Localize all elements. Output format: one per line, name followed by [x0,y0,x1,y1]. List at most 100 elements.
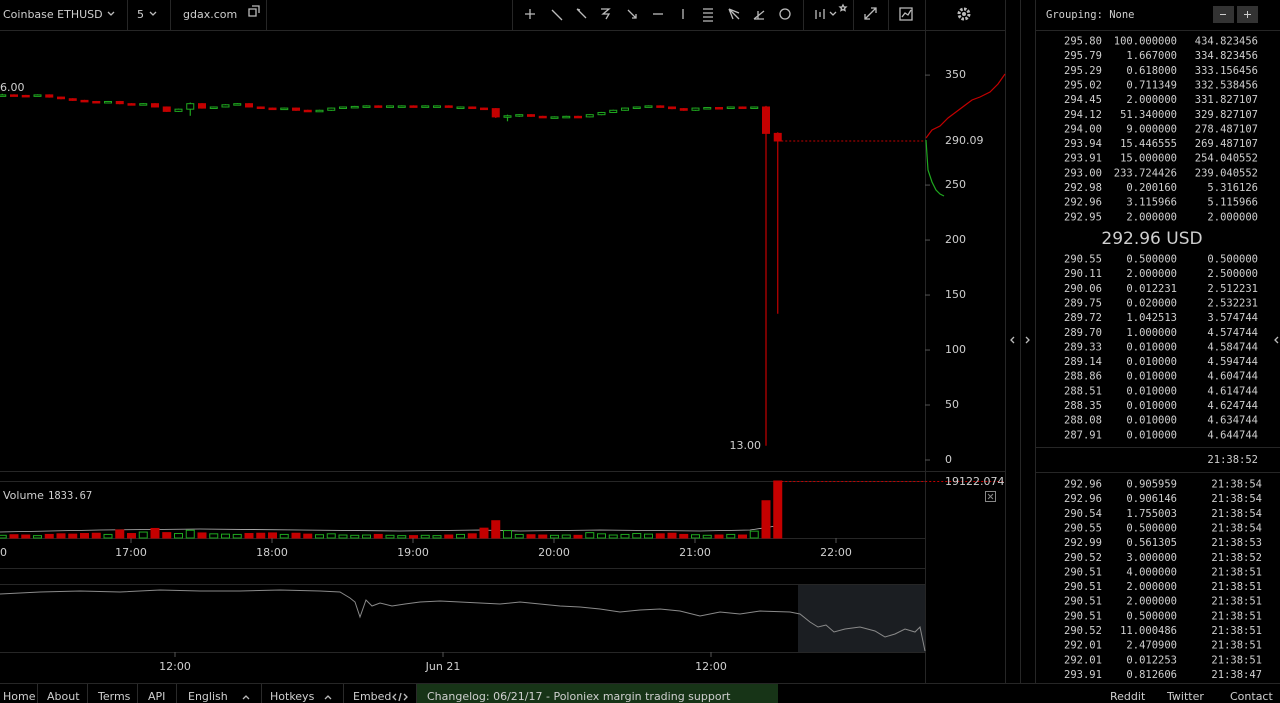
trade-time[interactable]: 21:38:51 [1211,566,1262,578]
trade-amount[interactable]: 0.906146 [1126,493,1177,505]
book-total[interactable]: 4.614744 [1207,385,1258,397]
book-amount[interactable]: 2.000000 [1126,211,1177,223]
zigzag-tool[interactable] [601,8,611,20]
footer-link[interactable]: Hotkeys [270,690,315,703]
book-price[interactable]: 288.86 [1064,371,1102,383]
footer-link[interactable]: English [188,690,228,703]
trade-amount[interactable]: 2.000000 [1126,596,1177,608]
trade-amount[interactable]: 0.812606 [1126,669,1177,681]
fan-tool[interactable] [728,8,740,20]
book-total[interactable]: 2.512231 [1207,283,1258,295]
book-total[interactable]: 4.594744 [1207,356,1258,368]
trade-time[interactable]: 21:38:51 [1211,610,1262,622]
changelog-bg[interactable] [417,684,778,703]
book-total[interactable]: 269.487107 [1195,138,1258,150]
book-amount[interactable]: 2.000000 [1126,268,1177,280]
book-amount[interactable]: 3.115966 [1126,197,1177,209]
fib-tool[interactable] [703,8,713,22]
trade-amount[interactable]: 2.470900 [1126,640,1177,652]
trade-price[interactable]: 290.52 [1064,552,1102,564]
book-price[interactable]: 289.70 [1064,327,1102,339]
trade-price[interactable]: 290.55 [1064,522,1102,534]
book-total[interactable]: 278.487107 [1195,123,1258,135]
book-price[interactable]: 295.79 [1064,50,1102,62]
book-price[interactable]: 289.33 [1064,341,1102,353]
trade-price[interactable]: 290.52 [1064,625,1102,637]
favorite-star[interactable] [838,3,848,12]
book-amount[interactable]: 0.012231 [1126,283,1177,295]
dropdown-caret[interactable] [149,11,157,16]
embed-icon[interactable] [392,692,408,702]
close-volume-x[interactable] [987,493,994,500]
trade-price[interactable]: 292.96 [1064,479,1102,491]
book-price[interactable]: 290.06 [1064,283,1102,295]
circle-tool[interactable] [779,8,791,20]
trade-time[interactable]: 21:38:51 [1211,640,1262,652]
book-total[interactable]: 2.532231 [1207,297,1258,309]
chart-type[interactable] [815,9,837,19]
trade-amount[interactable]: 0.905959 [1126,479,1177,491]
trade-price[interactable]: 290.54 [1064,508,1102,520]
trade-time[interactable]: 21:38:54 [1211,479,1262,491]
trade-amount[interactable]: 0.561305 [1126,537,1177,549]
trade-price[interactable]: 292.96 [1064,493,1102,505]
navigator-selection[interactable] [798,585,925,652]
book-amount[interactable]: 0.010000 [1126,341,1177,353]
trade-time[interactable]: 21:38:51 [1211,654,1262,666]
book-price[interactable]: 292.95 [1064,211,1102,223]
book-total[interactable]: 2.500000 [1207,268,1258,280]
book-amount[interactable]: 0.711349 [1126,79,1177,91]
social-link[interactable]: Contact [1230,690,1273,703]
trade-price[interactable]: 293.91 [1064,669,1102,681]
interval[interactable]: 5 [137,8,144,21]
book-total[interactable]: 332.538456 [1195,79,1258,91]
book-amount[interactable]: 51.340000 [1120,109,1177,121]
panel-toggle[interactable] [1010,336,1030,344]
book-amount[interactable]: 0.010000 [1126,400,1177,412]
book-price[interactable]: 295.80 [1064,36,1102,48]
book-total[interactable]: 5.316126 [1207,182,1258,194]
book-amount[interactable]: 233.724426 [1114,167,1177,179]
book-amount[interactable]: 0.010000 [1126,415,1177,427]
trade-time[interactable]: 21:38:53 [1211,537,1262,549]
footer-link[interactable]: Terms [97,690,131,703]
book-amount[interactable]: 0.200160 [1126,182,1177,194]
toolbar-icons[interactable] [107,3,971,22]
book-amount[interactable]: 1.000000 [1126,327,1177,339]
arrow-tool[interactable] [627,9,637,19]
changelog[interactable]: Changelog: 06/21/17 - Poloniex margin tr… [427,690,731,703]
book-total[interactable]: 5.115966 [1207,197,1258,209]
book-price[interactable]: 294.45 [1064,94,1102,106]
symbol[interactable]: Coinbase ETHUSD [3,8,103,21]
trade-price[interactable]: 290.51 [1064,566,1102,578]
book-amount[interactable]: 0.010000 [1126,429,1177,441]
social-link[interactable]: Reddit [1110,690,1146,703]
book-total[interactable]: 0.500000 [1207,254,1258,266]
book-amount[interactable]: 0.010000 [1126,356,1177,368]
book-total[interactable]: 434.823456 [1195,36,1258,48]
pitchfork-tool[interactable] [753,10,765,20]
book-price[interactable]: 293.91 [1064,153,1102,165]
trade-time[interactable]: 21:38:51 [1211,625,1262,637]
book-price[interactable]: 289.14 [1064,356,1102,368]
dropdown-caret[interactable] [107,11,115,16]
trade-amount[interactable]: 11.000486 [1120,625,1177,637]
fullscreen-icon[interactable] [864,7,877,20]
trade-amount[interactable]: 0.500000 [1126,522,1177,534]
book-total[interactable]: 329.827107 [1195,109,1258,121]
book-amount[interactable]: 0.010000 [1126,371,1177,383]
trade-price[interactable]: 292.01 [1064,654,1102,666]
trade-amount[interactable]: 0.012253 [1126,654,1177,666]
book-total[interactable]: 2.000000 [1207,211,1258,223]
book-price[interactable]: 295.29 [1064,65,1102,77]
trade-price[interactable]: 292.01 [1064,640,1102,652]
book-total[interactable]: 4.574744 [1207,327,1258,339]
footer-carets[interactable] [242,695,332,700]
trade-price[interactable]: 292.99 [1064,537,1102,549]
book-price[interactable]: 289.75 [1064,297,1102,309]
book-amount[interactable]: 15.000000 [1120,153,1177,165]
book-total[interactable]: 254.040552 [1195,153,1258,165]
popout-icon[interactable] [248,5,260,17]
footer-link[interactable]: API [148,690,165,703]
book-total[interactable]: 3.574744 [1207,312,1258,324]
